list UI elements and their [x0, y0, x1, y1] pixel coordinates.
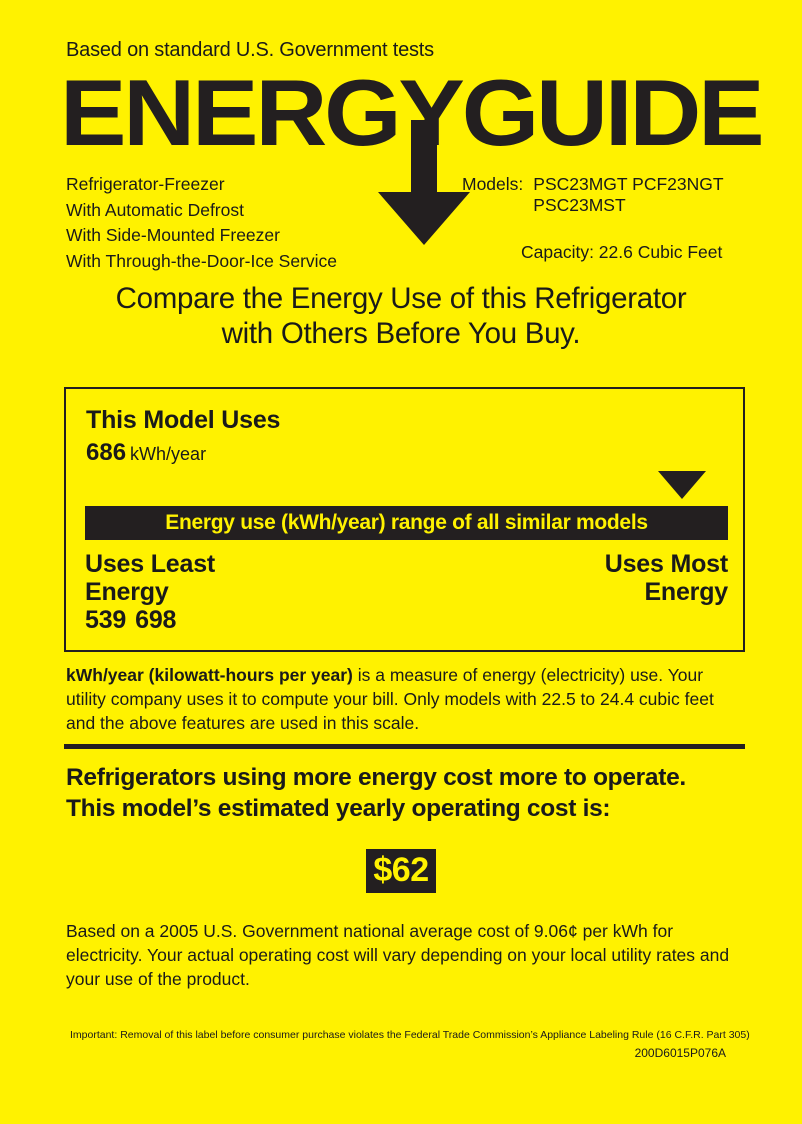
down-arrow-icon — [378, 120, 470, 245]
uses-least-line: Energy — [85, 578, 169, 606]
feature-item: With Automatic Defrost — [66, 199, 244, 220]
uses-least-energy-label: Uses Least Energy — [85, 550, 215, 606]
down-triangle-marker-icon — [658, 471, 706, 499]
yearly-operating-cost: $62 — [366, 849, 436, 893]
compare-headline-line: with Others Before You Buy. — [221, 317, 581, 350]
energy-range-bar-label: Energy use (kWh/year) range of all simil… — [165, 511, 648, 534]
range-endpoint-values: 539 698 — [85, 606, 185, 635]
model-number: PSC23MST — [533, 195, 626, 215]
range-low-value: 539 — [85, 606, 127, 634]
energy-range-bar: Energy use (kWh/year) range of all simil… — [85, 506, 728, 540]
compare-headline: Compare the Energy Use of this Refrigera… — [50, 281, 752, 351]
this-model-uses-label: This Model Uses — [86, 406, 281, 434]
feature-item: With Through-the-Door-Ice Service — [66, 250, 338, 271]
cost-headline-line: This model’s estimated yearly operating … — [66, 795, 611, 822]
feature-item: Refrigerator-Freezer — [66, 174, 225, 194]
this-model-kwh-unit: kWh/year — [130, 444, 207, 464]
cost-headline-line: Refrigerators using more energy cost mor… — [66, 764, 686, 791]
kwh-explanation-lead: kWh/year (kilowatt-hours per year) — [66, 665, 353, 685]
this-model-value-row: 686 kWh/year — [86, 439, 206, 467]
uses-least-line: Uses Least — [85, 550, 216, 578]
part-number: 200D6015P076A — [634, 1046, 726, 1060]
product-features: Refrigerator-Freezer With Automatic Defr… — [66, 172, 337, 274]
cost-headline: Refrigerators using more energy cost mor… — [66, 762, 756, 824]
range-high-value: 698 — [135, 606, 177, 634]
header-tagline: Based on standard U.S. Government tests — [66, 39, 434, 61]
compare-headline-line: Compare the Energy Use of this Refrigera… — [115, 282, 687, 315]
models-block: Models: PSC23MGT PCF23NGT PSC23MST — [462, 174, 724, 216]
kwh-explanation: kWh/year (kilowatt-hours per year) is a … — [66, 663, 744, 735]
uses-most-line: Energy — [644, 578, 728, 606]
capacity-text: Capacity: 22.6 Cubic Feet — [521, 242, 723, 262]
uses-most-energy-label: Uses Most Energy — [605, 550, 728, 606]
model-number: PSC23MGT PCF23NGT — [533, 174, 724, 194]
this-model-kwh-value: 686 — [86, 439, 127, 466]
kwh-explanation-rest: is a measure of energy (electricity) use… — [66, 665, 714, 733]
cost-disclaimer: Based on a 2005 U.S. Government national… — [66, 921, 730, 989]
energy-range-box: This Model Uses 686 kWh/year Energy use (… — [64, 387, 745, 652]
models-label: Models: — [462, 174, 524, 194]
feature-item: With Side-Mounted Freezer — [66, 225, 280, 245]
cost-amount-wrapper: $62 — [0, 849, 802, 893]
uses-most-line: Uses Most — [604, 550, 728, 578]
section-divider — [64, 744, 745, 749]
ftc-removal-notice: Important: Removal of this label before … — [70, 1029, 750, 1041]
